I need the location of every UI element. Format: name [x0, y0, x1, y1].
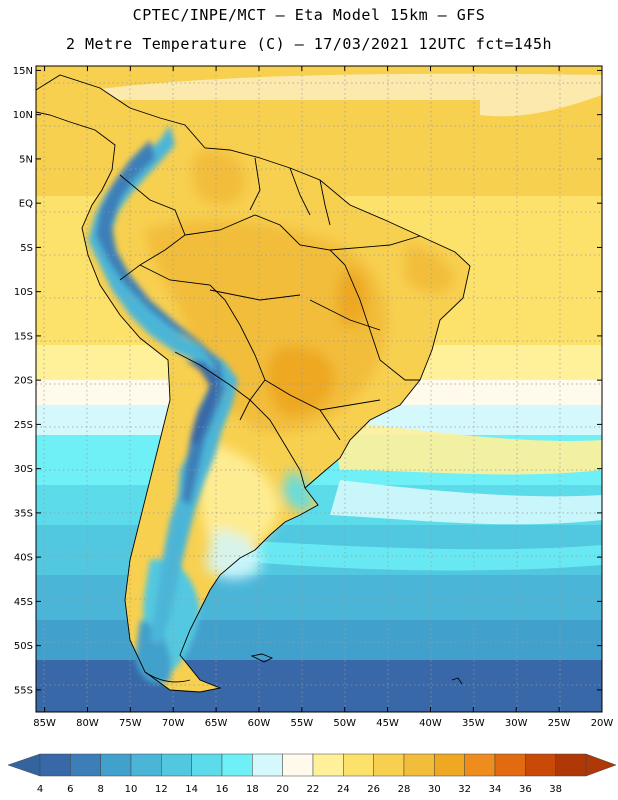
latitude-label: 50S: [14, 641, 33, 652]
colorbar-swatch: [555, 753, 587, 777]
colorbar-swatch: [312, 753, 344, 777]
colorbar-label: 38: [549, 784, 562, 795]
colorbar-swatch: [282, 753, 314, 777]
colorbar-label: 18: [246, 784, 259, 795]
latitude-label: 15N: [13, 66, 33, 77]
chart-title-line-1: CPTEC/INPE/MCT – Eta Model 15km – GFS: [132, 6, 486, 24]
colorbar-swatch: [494, 753, 526, 777]
longitude-label: 65W: [205, 718, 228, 729]
latitude-label: 40S: [14, 553, 33, 564]
coastlines-borders: [36, 74, 471, 693]
longitude-label: 25W: [548, 718, 571, 729]
longitude-label: 40W: [419, 718, 442, 729]
colorbar-label: 12: [155, 784, 168, 795]
colorbar-swatch: [403, 753, 435, 777]
latitude-label: EQ: [19, 199, 33, 210]
latitude-label: 30S: [14, 464, 33, 475]
longitude-label: 60W: [248, 718, 271, 729]
longitude-label: 30W: [505, 718, 528, 729]
colorbar-label: 28: [398, 784, 411, 795]
longitude-label: 45W: [376, 718, 399, 729]
colorbar-label: 34: [489, 784, 502, 795]
latitude-labels: 15N 10N 5N EQ 5S 10S 15S 20S 25S 30S 35S 40S 45S 50S 5…: [13, 66, 602, 696]
colorbar-high-arrow: [585, 753, 617, 777]
colorbar-swatch: [221, 753, 253, 777]
longitude-label: 20W: [591, 718, 614, 729]
colorbar-label: 20: [276, 784, 289, 795]
colorbar-label: 24: [337, 784, 350, 795]
colorbar-swatch: [464, 753, 496, 777]
colorbar-label: 4: [37, 784, 43, 795]
latitude-label: 10N: [13, 110, 33, 121]
map-field: [36, 66, 602, 712]
latitude-label: 45S: [14, 597, 33, 608]
colorbar-swatch: [252, 753, 283, 777]
colorbar-swatch: [130, 753, 162, 777]
colorbar-label: 16: [216, 784, 229, 795]
colorbar-label: 22: [307, 784, 320, 795]
longitude-label: 70W: [162, 718, 185, 729]
colorbar-label: 26: [367, 784, 380, 795]
map-frame: [35, 65, 603, 713]
longitude-label: 85W: [33, 718, 56, 729]
colorbar-swatch: [161, 753, 192, 777]
longitude-label: 75W: [119, 718, 142, 729]
longitude-label: 55W: [291, 718, 314, 729]
colorbar-swatch: [373, 753, 405, 777]
colorbar-swatch: [525, 753, 556, 777]
colorbar: 4 6 8 10 12 14 16 18 20 22 24 26 28 30 32 34 36 38: [7, 753, 617, 795]
colorbar-swatch: [434, 753, 465, 777]
latitude-label: 35S: [14, 508, 33, 519]
longitude-label: 80W: [76, 718, 99, 729]
colorbar-label: 6: [67, 784, 73, 795]
latitude-label: 5S: [20, 243, 33, 254]
longitude-label: 50W: [333, 718, 356, 729]
latitude-label: 5N: [19, 154, 33, 165]
chart-title-line-2: 2 Metre Temperature (C) – 17/03/2021 12U…: [65, 35, 553, 53]
colorbar-label: 8: [97, 784, 103, 795]
colorbar-swatch: [100, 753, 132, 777]
longitude-label: 35W: [462, 718, 485, 729]
latitude-label: 10S: [14, 287, 33, 298]
colorbar-swatch: [70, 753, 101, 777]
colorbar-label: 14: [185, 784, 198, 795]
latitude-label: 25S: [14, 420, 33, 431]
latitude-label: 15S: [14, 331, 33, 342]
latitude-label: 20S: [14, 376, 33, 387]
colorbar-swatch: [39, 753, 71, 777]
colorbar-label: 30: [428, 784, 441, 795]
colorbar-swatch: [191, 753, 223, 777]
colorbar-label: 10: [125, 784, 138, 795]
longitude-labels: 85W 80W 75W 70W 65W 60W 55W 50W 45W 40W 35W 30W 25W 2…: [33, 66, 613, 729]
colorbar-swatch: [343, 753, 374, 777]
colorbar-label: 32: [458, 784, 471, 795]
latitude-label: 55S: [14, 685, 33, 696]
colorbar-label: 36: [519, 784, 532, 795]
colorbar-low-arrow: [7, 753, 41, 777]
